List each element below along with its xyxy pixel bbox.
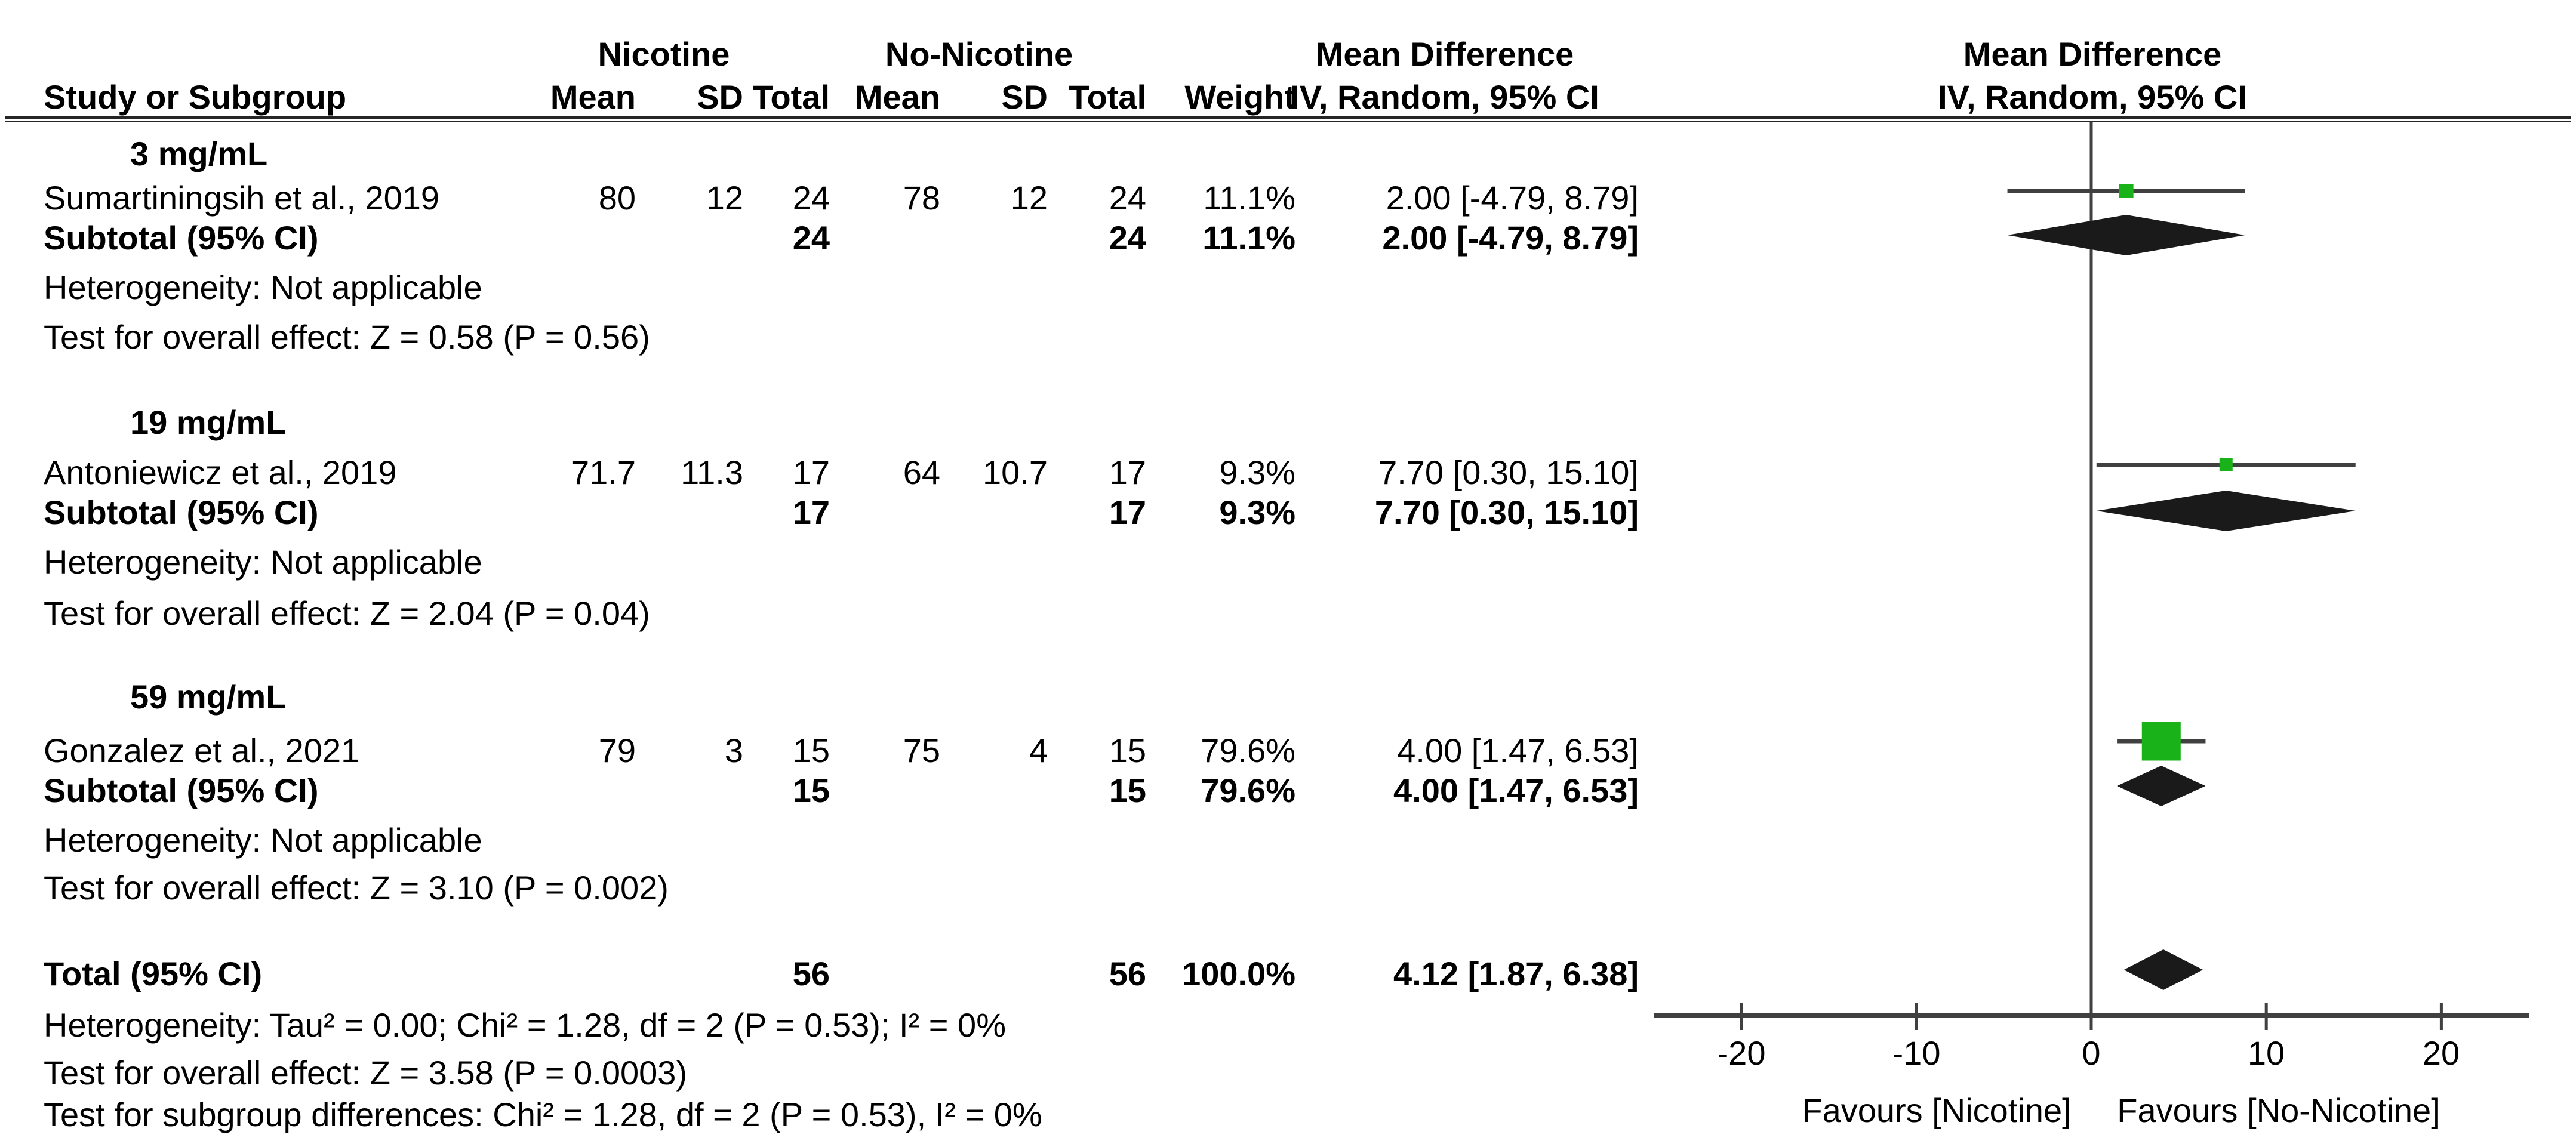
pooled-diamond (2096, 491, 2356, 531)
col-sd2-header: SD (1001, 78, 1048, 116)
axis-tick-label: -20 (1717, 1034, 1766, 1072)
total-ci: 4.12 [1.87, 6.38] (1393, 955, 1639, 992)
cell-total-nicotine: 17 (792, 454, 830, 491)
cell-mean-no-nicotine: 64 (903, 454, 940, 491)
cell-weight: 79.6% (1201, 732, 1295, 769)
col-mean1-header: Mean (550, 78, 636, 116)
cell-sd-nicotine: 3 (724, 732, 743, 769)
header-separator (5, 116, 2571, 122)
cell-mean-no-nicotine: 78 (903, 179, 940, 217)
axis-tick-label: 10 (2247, 1034, 2285, 1072)
col-sd1-header: SD (697, 78, 743, 116)
heterogeneity-line: Heterogeneity: Not applicable (44, 821, 482, 859)
heterogeneity-line: Heterogeneity: Not applicable (44, 269, 482, 306)
cell-sd-nicotine: 11.3 (681, 454, 743, 491)
subtotal-ci: 2.00 [-4.79, 8.79] (1382, 219, 1639, 257)
axis-tick (2264, 1003, 2268, 1030)
cell-total-no-nicotine: 17 (1109, 454, 1146, 491)
group-header-no-nicotine: No-Nicotine (885, 35, 1073, 73)
subtotal-label: Subtotal (95% CI) (44, 219, 319, 257)
subgroup-label: 3 mg/mL (130, 135, 268, 172)
overall-effect-line: Test for overall effect: Z = 2.04 (P = 0… (44, 594, 650, 632)
zero-line (2089, 122, 2093, 1016)
col-weight-header: Weight (1184, 78, 1295, 116)
subgroup-differences-line: Test for subgroup differences: Chi² = 1.… (44, 1096, 1042, 1133)
pooled-diamond (2117, 766, 2206, 806)
weight-square (2141, 722, 2181, 761)
axis-tick-label: 20 (2422, 1034, 2460, 1072)
subgroup-label: 59 mg/mL (130, 678, 287, 716)
cell-mean-nicotine: 80 (598, 179, 636, 217)
group-header-nicotine: Nicotine (598, 35, 730, 73)
axis-tick (2439, 1003, 2443, 1030)
total-label: Total (95% CI) (44, 955, 263, 992)
subtotal-total-nicotine: 17 (792, 494, 830, 531)
cell-weight: 11.1% (1203, 179, 1295, 217)
cell-sd-no-nicotine: 10.7 (983, 454, 1048, 491)
axis-tick (1915, 1003, 1918, 1030)
subtotal-weight: 9.3% (1219, 494, 1295, 531)
md-header-left: Mean Difference (1315, 35, 1574, 73)
cell-weight: 9.3% (1219, 454, 1295, 491)
axis-tick-label: -10 (1892, 1034, 1941, 1072)
col-mean2-header: Mean (854, 78, 940, 116)
weight-square (2219, 458, 2233, 471)
overall-effect-line: Test for overall effect: Z = 3.10 (P = 0… (44, 869, 669, 906)
axis-tick-label: 0 (2082, 1034, 2101, 1072)
col-ci-header-plot: IV, Random, 95% CI (1938, 78, 2247, 116)
subtotal-label: Subtotal (95% CI) (44, 494, 319, 531)
cell-sd-nicotine: 12 (706, 179, 743, 217)
study-name: Gonzalez et al., 2021 (44, 732, 360, 769)
cell-total-nicotine: 15 (792, 732, 830, 769)
cell-mean-nicotine: 79 (598, 732, 636, 769)
md-header-plot: Mean Difference (1963, 35, 2222, 73)
cell-total-nicotine: 24 (792, 179, 830, 217)
axis-tick (1740, 1003, 1743, 1030)
pooled-diamond (2007, 215, 2245, 255)
study-name: Antoniewicz et al., 2019 (44, 454, 397, 491)
col-ci-header: IV, Random, 95% CI (1290, 78, 1599, 116)
subtotal-weight: 11.1% (1202, 219, 1295, 257)
col-total1-header: Total (752, 78, 830, 116)
study-name: Sumartiningsih et al., 2019 (44, 179, 440, 217)
subtotal-ci: 7.70 [0.30, 15.10] (1374, 494, 1639, 531)
subtotal-total-no-nicotine: 17 (1109, 494, 1146, 531)
overall-effect-line: Test for overall effect: Z = 0.58 (P = 0… (44, 318, 650, 356)
total-heterogeneity-line: Heterogeneity: Tau² = 0.00; Chi² = 1.28,… (44, 1006, 1006, 1044)
favours-right-label: Favours [No-Nicotine] (2117, 1092, 2440, 1129)
total-total-nicotine: 56 (792, 955, 830, 992)
cell-total-no-nicotine: 24 (1109, 179, 1146, 217)
subtotal-total-no-nicotine: 24 (1109, 219, 1146, 257)
favours-left-label: Favours [Nicotine] (1802, 1092, 2072, 1129)
subtotal-label: Subtotal (95% CI) (44, 772, 319, 809)
cell-ci: 4.00 [1.47, 6.53] (1397, 732, 1639, 769)
subgroup-label: 19 mg/mL (130, 403, 287, 441)
subtotal-total-no-nicotine: 15 (1109, 772, 1146, 809)
total-weight: 100.0% (1182, 955, 1295, 992)
total-total-no-nicotine: 56 (1109, 955, 1146, 992)
pooled-diamond (2123, 949, 2203, 990)
cell-mean-no-nicotine: 75 (903, 732, 940, 769)
cell-ci: 7.70 [0.30, 15.10] (1378, 454, 1639, 491)
subtotal-total-nicotine: 15 (792, 772, 830, 809)
cell-mean-nicotine: 71.7 (571, 454, 636, 491)
cell-sd-no-nicotine: 4 (1029, 732, 1048, 769)
subtotal-weight: 79.6% (1201, 772, 1295, 809)
subtotal-total-nicotine: 24 (792, 219, 830, 257)
total-overall-effect-line: Test for overall effect: Z = 3.58 (P = 0… (44, 1054, 688, 1092)
cell-ci: 2.00 [-4.79, 8.79] (1386, 179, 1639, 217)
axis-tick (2089, 1003, 2093, 1030)
cell-total-no-nicotine: 15 (1109, 732, 1146, 769)
cell-sd-no-nicotine: 12 (1010, 179, 1048, 217)
weight-square (2119, 184, 2134, 198)
col-study-header: Study or Subgroup (44, 78, 347, 116)
subtotal-ci: 4.00 [1.47, 6.53] (1393, 772, 1639, 809)
heterogeneity-line: Heterogeneity: Not applicable (44, 543, 482, 581)
col-total2-header: Total (1069, 78, 1146, 116)
